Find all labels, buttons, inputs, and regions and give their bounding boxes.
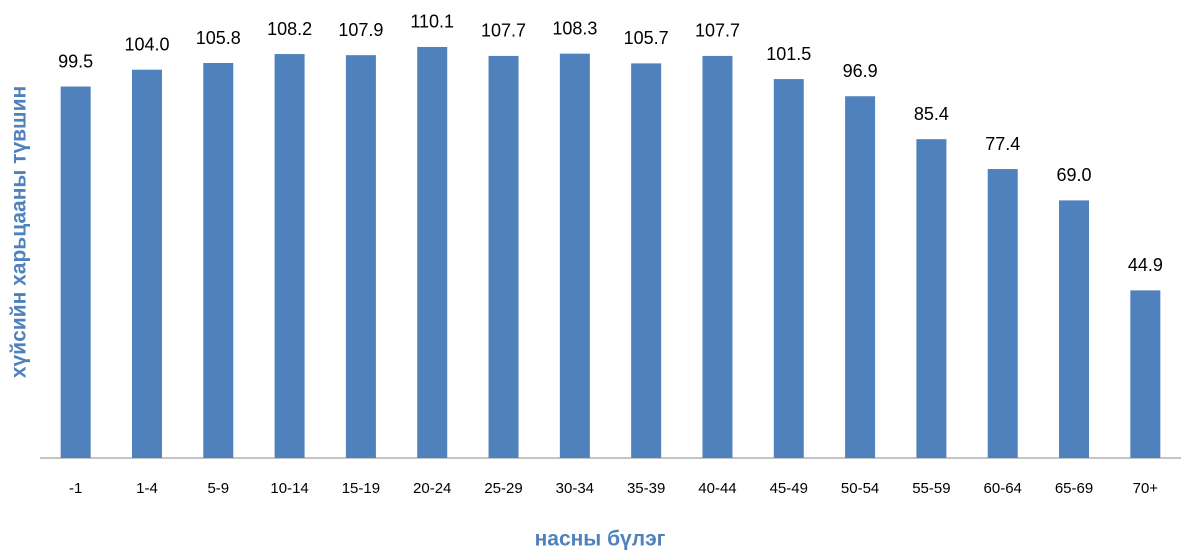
- data-label: 69.0: [1057, 165, 1092, 185]
- data-label: 107.7: [481, 21, 526, 41]
- data-label: 96.9: [843, 61, 878, 81]
- bar: [203, 63, 234, 458]
- x-tick-label: 40-44: [698, 480, 736, 497]
- data-label: 77.4: [985, 134, 1020, 154]
- x-tick-label: 35-39: [627, 480, 665, 497]
- x-tick-label: 55-59: [912, 480, 950, 497]
- x-tick-label: 5-9: [207, 480, 229, 497]
- x-tick-label: 10-14: [270, 480, 308, 497]
- x-tick-label: 60-64: [984, 480, 1022, 497]
- x-tick-label: -1: [69, 480, 82, 497]
- bar: [488, 55, 519, 459]
- x-tick-label: 30-34: [556, 480, 594, 497]
- data-label: 107.7: [695, 21, 740, 41]
- bar: [1130, 290, 1161, 458]
- bar: [916, 139, 947, 458]
- bar: [274, 54, 305, 458]
- data-label: 101.5: [766, 44, 811, 64]
- bar: [60, 86, 91, 459]
- x-tick-label: 50-54: [841, 480, 879, 497]
- y-axis-title: хүйсийн харьцааны түвшин: [8, 86, 31, 378]
- bar: [559, 53, 590, 459]
- x-tick-label: 70+: [1133, 480, 1159, 497]
- x-tick-label: 1-4: [136, 480, 158, 497]
- bar: [773, 79, 804, 459]
- x-tick-label: 25-29: [484, 480, 522, 497]
- data-label: 110.1: [410, 12, 454, 32]
- x-tick-label: 20-24: [413, 480, 451, 497]
- x-tick-label: 45-49: [770, 480, 808, 497]
- data-label: 107.9: [338, 20, 383, 40]
- data-label: 108.3: [552, 18, 597, 38]
- bar: [702, 55, 733, 459]
- bar: [845, 96, 876, 459]
- bar: [987, 169, 1018, 459]
- bar: [131, 69, 162, 458]
- data-label: 104.0: [124, 34, 169, 54]
- data-label: 105.7: [624, 28, 669, 48]
- x-tick-label: 65-69: [1055, 480, 1093, 497]
- bar: [417, 46, 448, 459]
- data-label: 105.8: [196, 28, 241, 48]
- x-axis-title: насны бүлэг: [535, 528, 666, 551]
- bar: [345, 55, 376, 458]
- data-label: 99.5: [58, 51, 93, 71]
- data-label: 108.2: [267, 19, 312, 39]
- data-label: 85.4: [914, 104, 949, 124]
- bar: [631, 63, 662, 459]
- x-tick-label: 15-19: [342, 480, 380, 497]
- data-label: 44.9: [1128, 255, 1163, 275]
- bar: [1059, 200, 1090, 458]
